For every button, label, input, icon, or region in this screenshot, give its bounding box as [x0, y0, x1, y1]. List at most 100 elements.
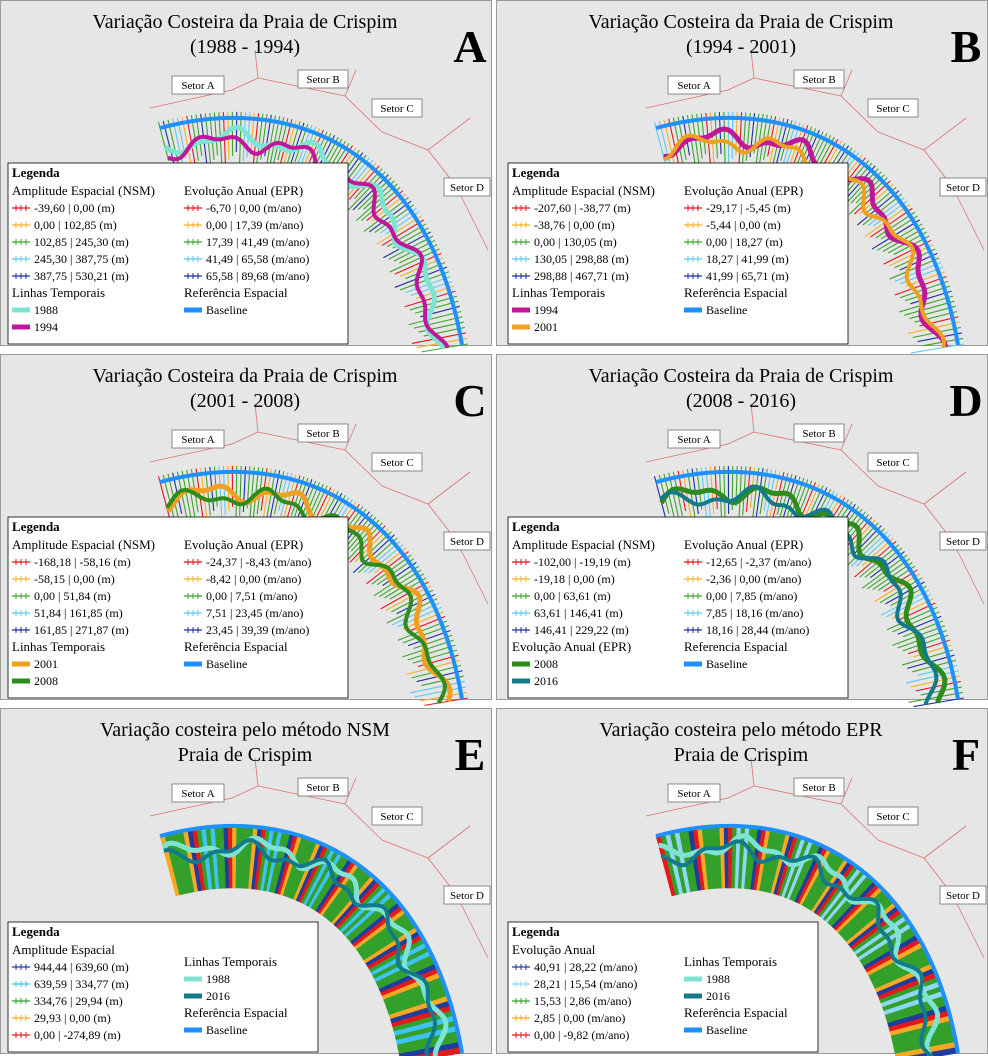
panel-title: Variação costeira pelo método EPR	[599, 719, 883, 741]
legend-group-title: Evolução Anual (EPR)	[684, 537, 803, 552]
legend-group-title: Evolução Anual (EPR)	[684, 183, 803, 198]
legend-group-title: Linhas Temporais	[12, 639, 105, 654]
panel-title: (1994 - 2001)	[686, 36, 796, 58]
legend-label: -5,44 | 0,00 (m)	[706, 218, 781, 232]
sector-label: Setor C	[876, 103, 909, 115]
sector-label: Setor C	[876, 811, 909, 823]
sector-label: Setor D	[946, 536, 980, 548]
legend-heading: Legenda	[512, 165, 560, 180]
legend-heading: Legenda	[12, 165, 60, 180]
legend-group-title: Amplitude Espacial (NSM)	[12, 183, 155, 198]
legend-label: 0,00 | 17,39 (m/ano)	[206, 218, 303, 232]
sector-label: Setor D	[450, 536, 484, 548]
legend-group-title: Referencia Espacial	[684, 639, 788, 654]
sector-label: Setor C	[380, 103, 413, 115]
legend-label: 23,45 | 39,39 (m/ano)	[206, 623, 309, 637]
panel-letter: A	[453, 21, 486, 72]
legend-label: Baseline	[206, 1023, 247, 1037]
legend-label: 387,75 | 530,21 (m)	[34, 269, 129, 283]
legend-heading: Legenda	[12, 519, 60, 534]
legend-label: 7,51 | 23,45 (m/ano)	[206, 606, 303, 620]
panel: Setor ASetor BSetor CSetor DLegendaAmpli…	[1, 355, 492, 706]
panel-letter: F	[952, 729, 980, 780]
legend-label: 63,61 | 146,41 (m)	[534, 606, 623, 620]
legend-label: 1994	[534, 303, 558, 317]
legend-label: Baseline	[706, 657, 747, 671]
legend-label: Baseline	[706, 1023, 747, 1037]
legend-label: 161,85 | 271,87 (m)	[34, 623, 129, 637]
legend-label: 2001	[534, 320, 558, 334]
legend-label: 298,88 | 467,71 (m)	[534, 269, 629, 283]
legend-group-title: Amplitude Espacial (NSM)	[512, 537, 655, 552]
sector-label: Setor C	[380, 457, 413, 469]
legend-label: 18,27 | 41,99 (m)	[706, 252, 789, 266]
legend-label: 2016	[534, 674, 558, 688]
legend-label: 28,21 | 15,54 (m/ano)	[534, 977, 637, 991]
legend-label: 41,49 | 65,58 (m/ano)	[206, 252, 309, 266]
legend-group-title: Evolução Anual (EPR)	[512, 639, 631, 654]
panel: Setor ASetor BSetor CSetor DLegendaAmpli…	[1, 1, 492, 352]
legend-heading: Legenda	[12, 924, 60, 939]
sector-label: Setor A	[181, 80, 214, 92]
panel-title: Praia de Crispim	[178, 744, 313, 766]
legend-label: 15,53 | 2,86 (m/ano)	[534, 994, 631, 1008]
legend-group-title: Linhas Temporais	[684, 954, 777, 969]
sector-label: Setor B	[802, 782, 835, 794]
legend-group-title: Evolução Anual	[512, 942, 596, 957]
legend-label: -12,65 | -2,37 (m/ano)	[706, 555, 811, 569]
sector-label: Setor A	[677, 80, 710, 92]
legend-group-title: Linhas Temporais	[184, 954, 277, 969]
sector-label: Setor C	[380, 811, 413, 823]
sector-label: Setor D	[946, 182, 980, 194]
legend-group-title: Linhas Temporais	[512, 285, 605, 300]
legend-label: -19,18 | 0,00 (m)	[534, 572, 615, 586]
legend-label: -39,60 | 0,00 (m)	[34, 201, 115, 215]
legend-label: -8,42 | 0,00 (m/ano)	[206, 572, 301, 586]
panel-title: Variação Costeira da Praia de Crispim	[589, 11, 894, 33]
legend-label: -6,70 | 0,00 (m/ano)	[206, 201, 301, 215]
legend-label: 29,93 | 0,00 (m)	[34, 1011, 111, 1025]
sector-label: Setor D	[946, 890, 980, 902]
legend-label: 0,00 | 51,84 (m)	[34, 589, 111, 603]
legend-label: -24,37 | -8,43 (m/ano)	[206, 555, 311, 569]
legend-label: -38,76 | 0,00 (m)	[534, 218, 615, 232]
legend-group-title: Evolução Anual (EPR)	[184, 183, 303, 198]
sector-label: Setor D	[450, 182, 484, 194]
panel-letter: C	[453, 375, 486, 426]
legend-label: -58,15 | 0,00 (m)	[34, 572, 115, 586]
legend-label: 51,84 | 161,85 (m)	[34, 606, 123, 620]
panel-title: (1988 - 1994)	[190, 36, 300, 58]
legend-group-title: Referência Espacial	[184, 1005, 288, 1020]
sector-label: Setor B	[802, 74, 835, 86]
panel-title: (2008 - 2016)	[686, 390, 796, 412]
legend-label: 7,85 | 18,16 (m/ano)	[706, 606, 803, 620]
page-body: {"panels": [ {"letter": "A", "mode": "tr…	[0, 0, 988, 1056]
sector-label: Setor B	[802, 428, 835, 440]
legend-label: 0,00 | 130,05 (m)	[534, 235, 617, 249]
figure: Setor A Setor B Setor C Setor D Legenda Ampli…	[0, 0, 988, 1056]
legend-group-title: Linhas Temporais	[12, 285, 105, 300]
panel-title: Praia de Crispim	[674, 744, 809, 766]
legend-label: -2,36 | 0,00 (m/ano)	[706, 572, 801, 586]
legend-label: 2001	[34, 657, 58, 671]
panel-letter: D	[949, 375, 982, 426]
legend-label: 18,16 | 28,44 (m/ano)	[706, 623, 809, 637]
legend-label: 245,30 | 387,75 (m)	[34, 252, 129, 266]
legend-group-title: Amplitude Espacial	[12, 942, 115, 957]
legend-label: 2008	[34, 674, 58, 688]
legend-label: 944,44 | 639,60 (m)	[34, 960, 129, 974]
legend-label: 41,99 | 65,71 (m)	[706, 269, 789, 283]
legend-label: -168,18 | -58,16 (m)	[34, 555, 131, 569]
legend-label: 17,39 | 41,49 (m/ano)	[206, 235, 309, 249]
legend-label: 40,91 | 28,22 (m/ano)	[534, 960, 637, 974]
panel-title: (2001 - 2008)	[190, 390, 300, 412]
legend-label: 0,00 | 102,85 (m)	[34, 218, 117, 232]
legend-label: 0,00 | 18,27 (m)	[706, 235, 783, 249]
legend-heading: Legenda	[512, 924, 560, 939]
legend-label: 1994	[34, 320, 58, 334]
legend-label: 130,05 | 298,88 (m)	[534, 252, 629, 266]
legend-heading: Legenda	[512, 519, 560, 534]
legend-label: 2016	[206, 989, 230, 1003]
legend-label: 2016	[706, 989, 730, 1003]
